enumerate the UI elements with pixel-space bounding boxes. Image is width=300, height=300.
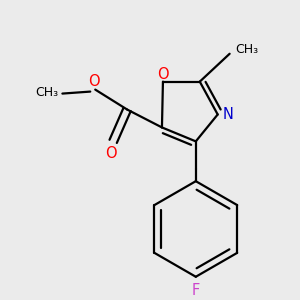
Text: F: F — [192, 283, 200, 298]
Text: O: O — [105, 146, 117, 161]
Text: O: O — [157, 67, 169, 82]
Text: CH₃: CH₃ — [35, 86, 58, 99]
Text: CH₃: CH₃ — [236, 43, 259, 56]
Text: N: N — [222, 107, 233, 122]
Text: O: O — [88, 74, 100, 89]
